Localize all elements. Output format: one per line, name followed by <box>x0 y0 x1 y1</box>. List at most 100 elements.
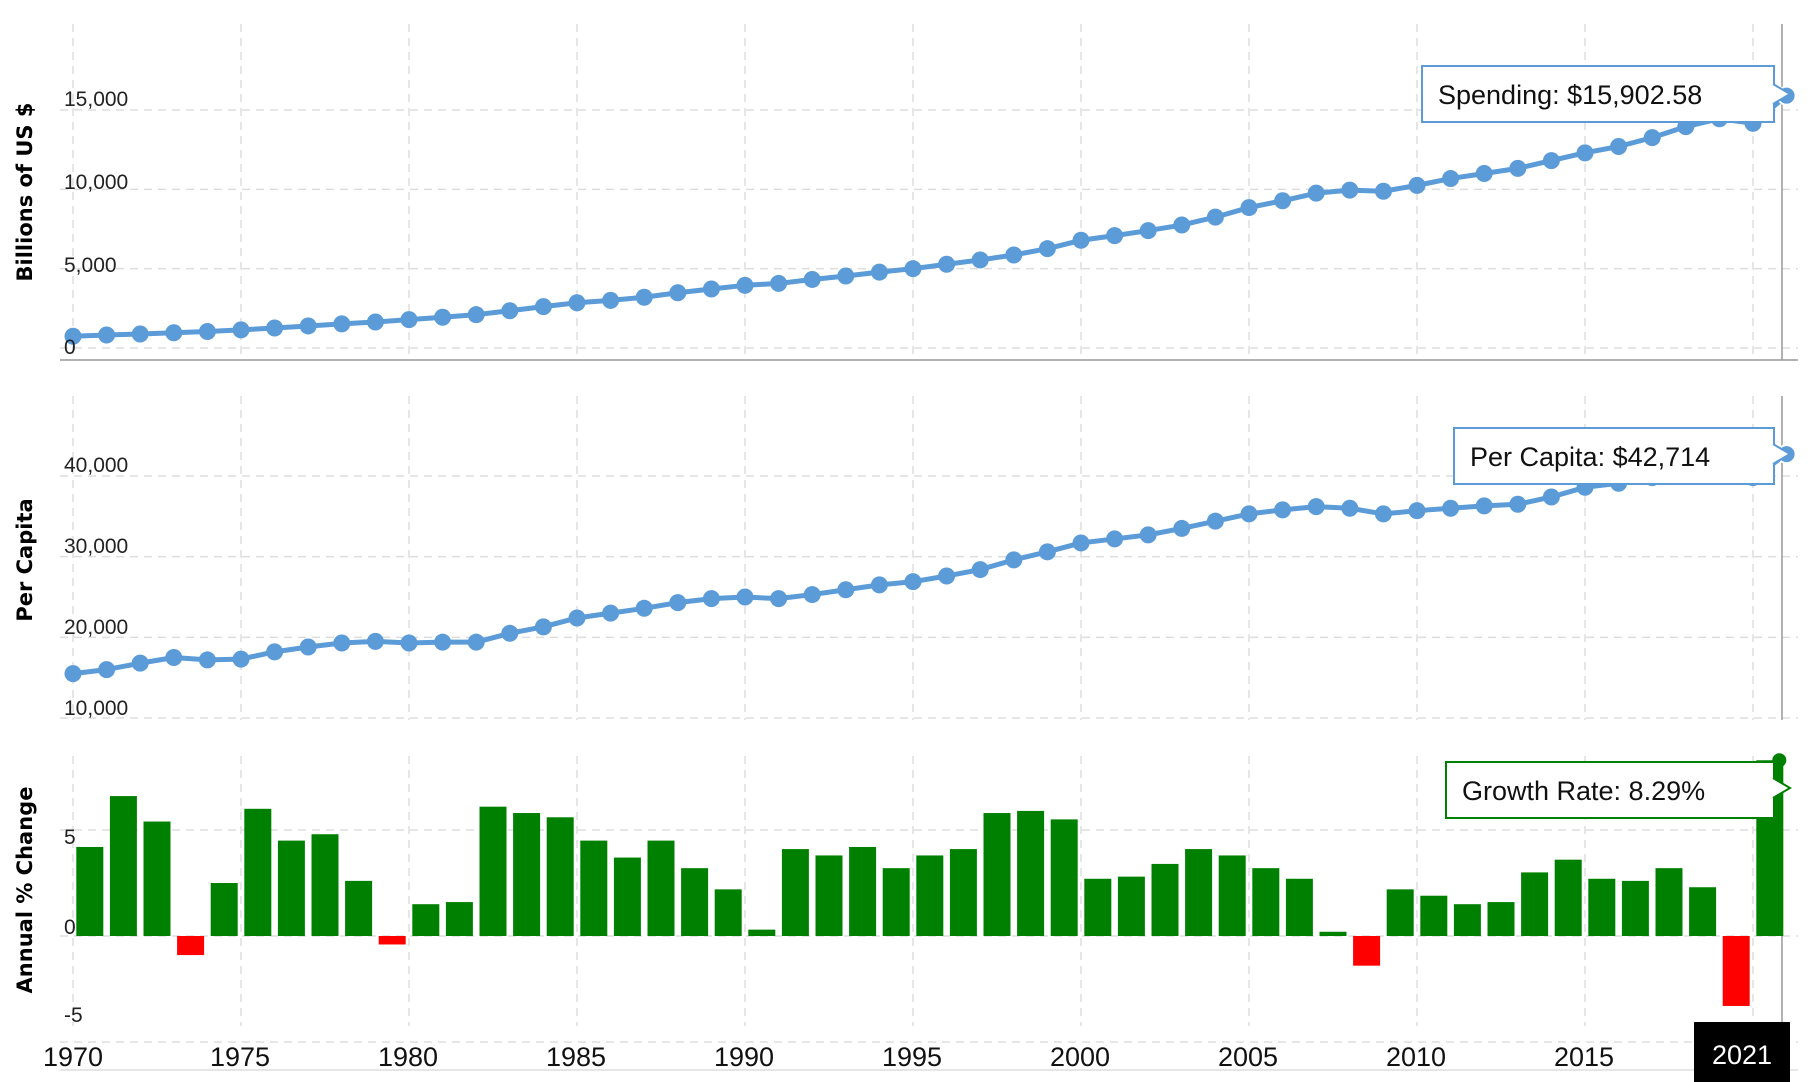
data-point <box>1274 501 1292 519</box>
data-point <box>299 638 317 656</box>
bar <box>714 889 742 936</box>
bar <box>1621 880 1649 936</box>
data-point <box>1341 499 1359 517</box>
data-point <box>1106 530 1124 548</box>
data-point <box>1542 488 1560 506</box>
x-tick-label: 2010 <box>1386 1042 1446 1072</box>
data-point <box>1072 231 1090 249</box>
bar <box>647 840 675 936</box>
data-point <box>64 327 82 345</box>
panel-1-ytick: 5,000 <box>64 254 117 277</box>
panel-3-ytick: -5 <box>64 1004 83 1027</box>
bar <box>479 806 507 936</box>
data-point <box>669 594 687 612</box>
bar <box>748 929 776 936</box>
data-point <box>635 599 653 617</box>
data-point <box>1307 184 1325 202</box>
bar <box>311 834 339 936</box>
data-point <box>266 643 284 661</box>
bar <box>1084 878 1112 936</box>
bar <box>378 936 406 945</box>
data-point <box>736 276 754 294</box>
chart-marks <box>64 85 1797 1006</box>
bar <box>1655 868 1683 936</box>
data-point <box>669 284 687 302</box>
data-point <box>971 251 989 269</box>
bar <box>1319 931 1347 936</box>
data-point <box>870 263 888 281</box>
data-point <box>1038 543 1056 561</box>
bar <box>513 813 541 936</box>
bar <box>345 880 373 936</box>
bar <box>613 857 641 936</box>
x-tick-label: 2005 <box>1218 1042 1278 1072</box>
data-point <box>1139 526 1157 544</box>
data-point <box>568 609 586 627</box>
bar <box>412 904 440 936</box>
data-point <box>702 590 720 608</box>
data-point <box>333 634 351 652</box>
data-point <box>1005 551 1023 569</box>
tooltip-per-capita: Per Capita: $42,714 <box>1453 427 1792 485</box>
bar <box>983 813 1011 936</box>
bar <box>1151 863 1179 936</box>
panel-1-ytick: 0 <box>64 336 76 359</box>
bar <box>76 846 104 936</box>
data-point <box>870 576 888 594</box>
tooltip-per-capita-text: Per Capita: $42,714 <box>1470 442 1710 472</box>
data-point <box>1038 240 1056 258</box>
data-point <box>1341 181 1359 199</box>
data-point <box>803 586 821 604</box>
bar <box>109 796 137 936</box>
bar <box>1117 876 1145 936</box>
x-tick-label: 1985 <box>546 1042 606 1072</box>
bar <box>815 855 843 936</box>
panel-3-ytick: 5 <box>64 826 76 849</box>
data-point <box>1610 137 1628 155</box>
data-point <box>165 324 183 342</box>
data-point <box>64 665 82 683</box>
current-year-box <box>1694 1022 1790 1082</box>
data-point <box>198 322 216 340</box>
data-point <box>366 632 384 650</box>
data-point <box>1240 505 1258 523</box>
data-point <box>1509 495 1527 513</box>
data-point <box>1374 505 1392 523</box>
bar <box>949 849 977 936</box>
x-tick-label: 1990 <box>714 1042 774 1072</box>
data-point <box>131 654 149 672</box>
data-point <box>1542 152 1560 170</box>
data-point <box>837 267 855 285</box>
data-point <box>400 311 418 329</box>
panel-2-ytick: 20,000 <box>64 616 128 639</box>
panel-2-ytick: 30,000 <box>64 535 128 558</box>
panel-1-ytick: 10,000 <box>64 171 128 194</box>
bar <box>1252 868 1280 936</box>
x-tick-label: 2000 <box>1050 1042 1110 1072</box>
data-point <box>1240 199 1258 217</box>
bar <box>143 821 171 936</box>
panel-2-ylabel: Per Capita <box>13 498 37 621</box>
data-point <box>770 274 788 292</box>
data-point <box>635 288 653 306</box>
bar <box>1689 887 1717 936</box>
bar <box>546 817 574 936</box>
data-point <box>333 315 351 333</box>
data-point <box>837 581 855 599</box>
data-point <box>602 604 620 622</box>
bar <box>244 808 272 936</box>
tooltip-growth-rate: Growth Rate: 8.29% <box>1445 761 1792 819</box>
data-point <box>131 325 149 343</box>
data-point <box>366 313 384 331</box>
data-point <box>434 633 452 651</box>
data-point <box>232 321 250 339</box>
series-line-spending <box>72 93 1789 339</box>
bar <box>1017 810 1045 936</box>
data-point <box>501 624 519 642</box>
data-point <box>1442 499 1460 517</box>
bar-highlight-point <box>1772 753 1787 768</box>
x-tick-label: 1995 <box>882 1042 942 1072</box>
data-point <box>299 317 317 335</box>
data-point <box>1206 208 1224 226</box>
bar <box>1420 895 1448 936</box>
